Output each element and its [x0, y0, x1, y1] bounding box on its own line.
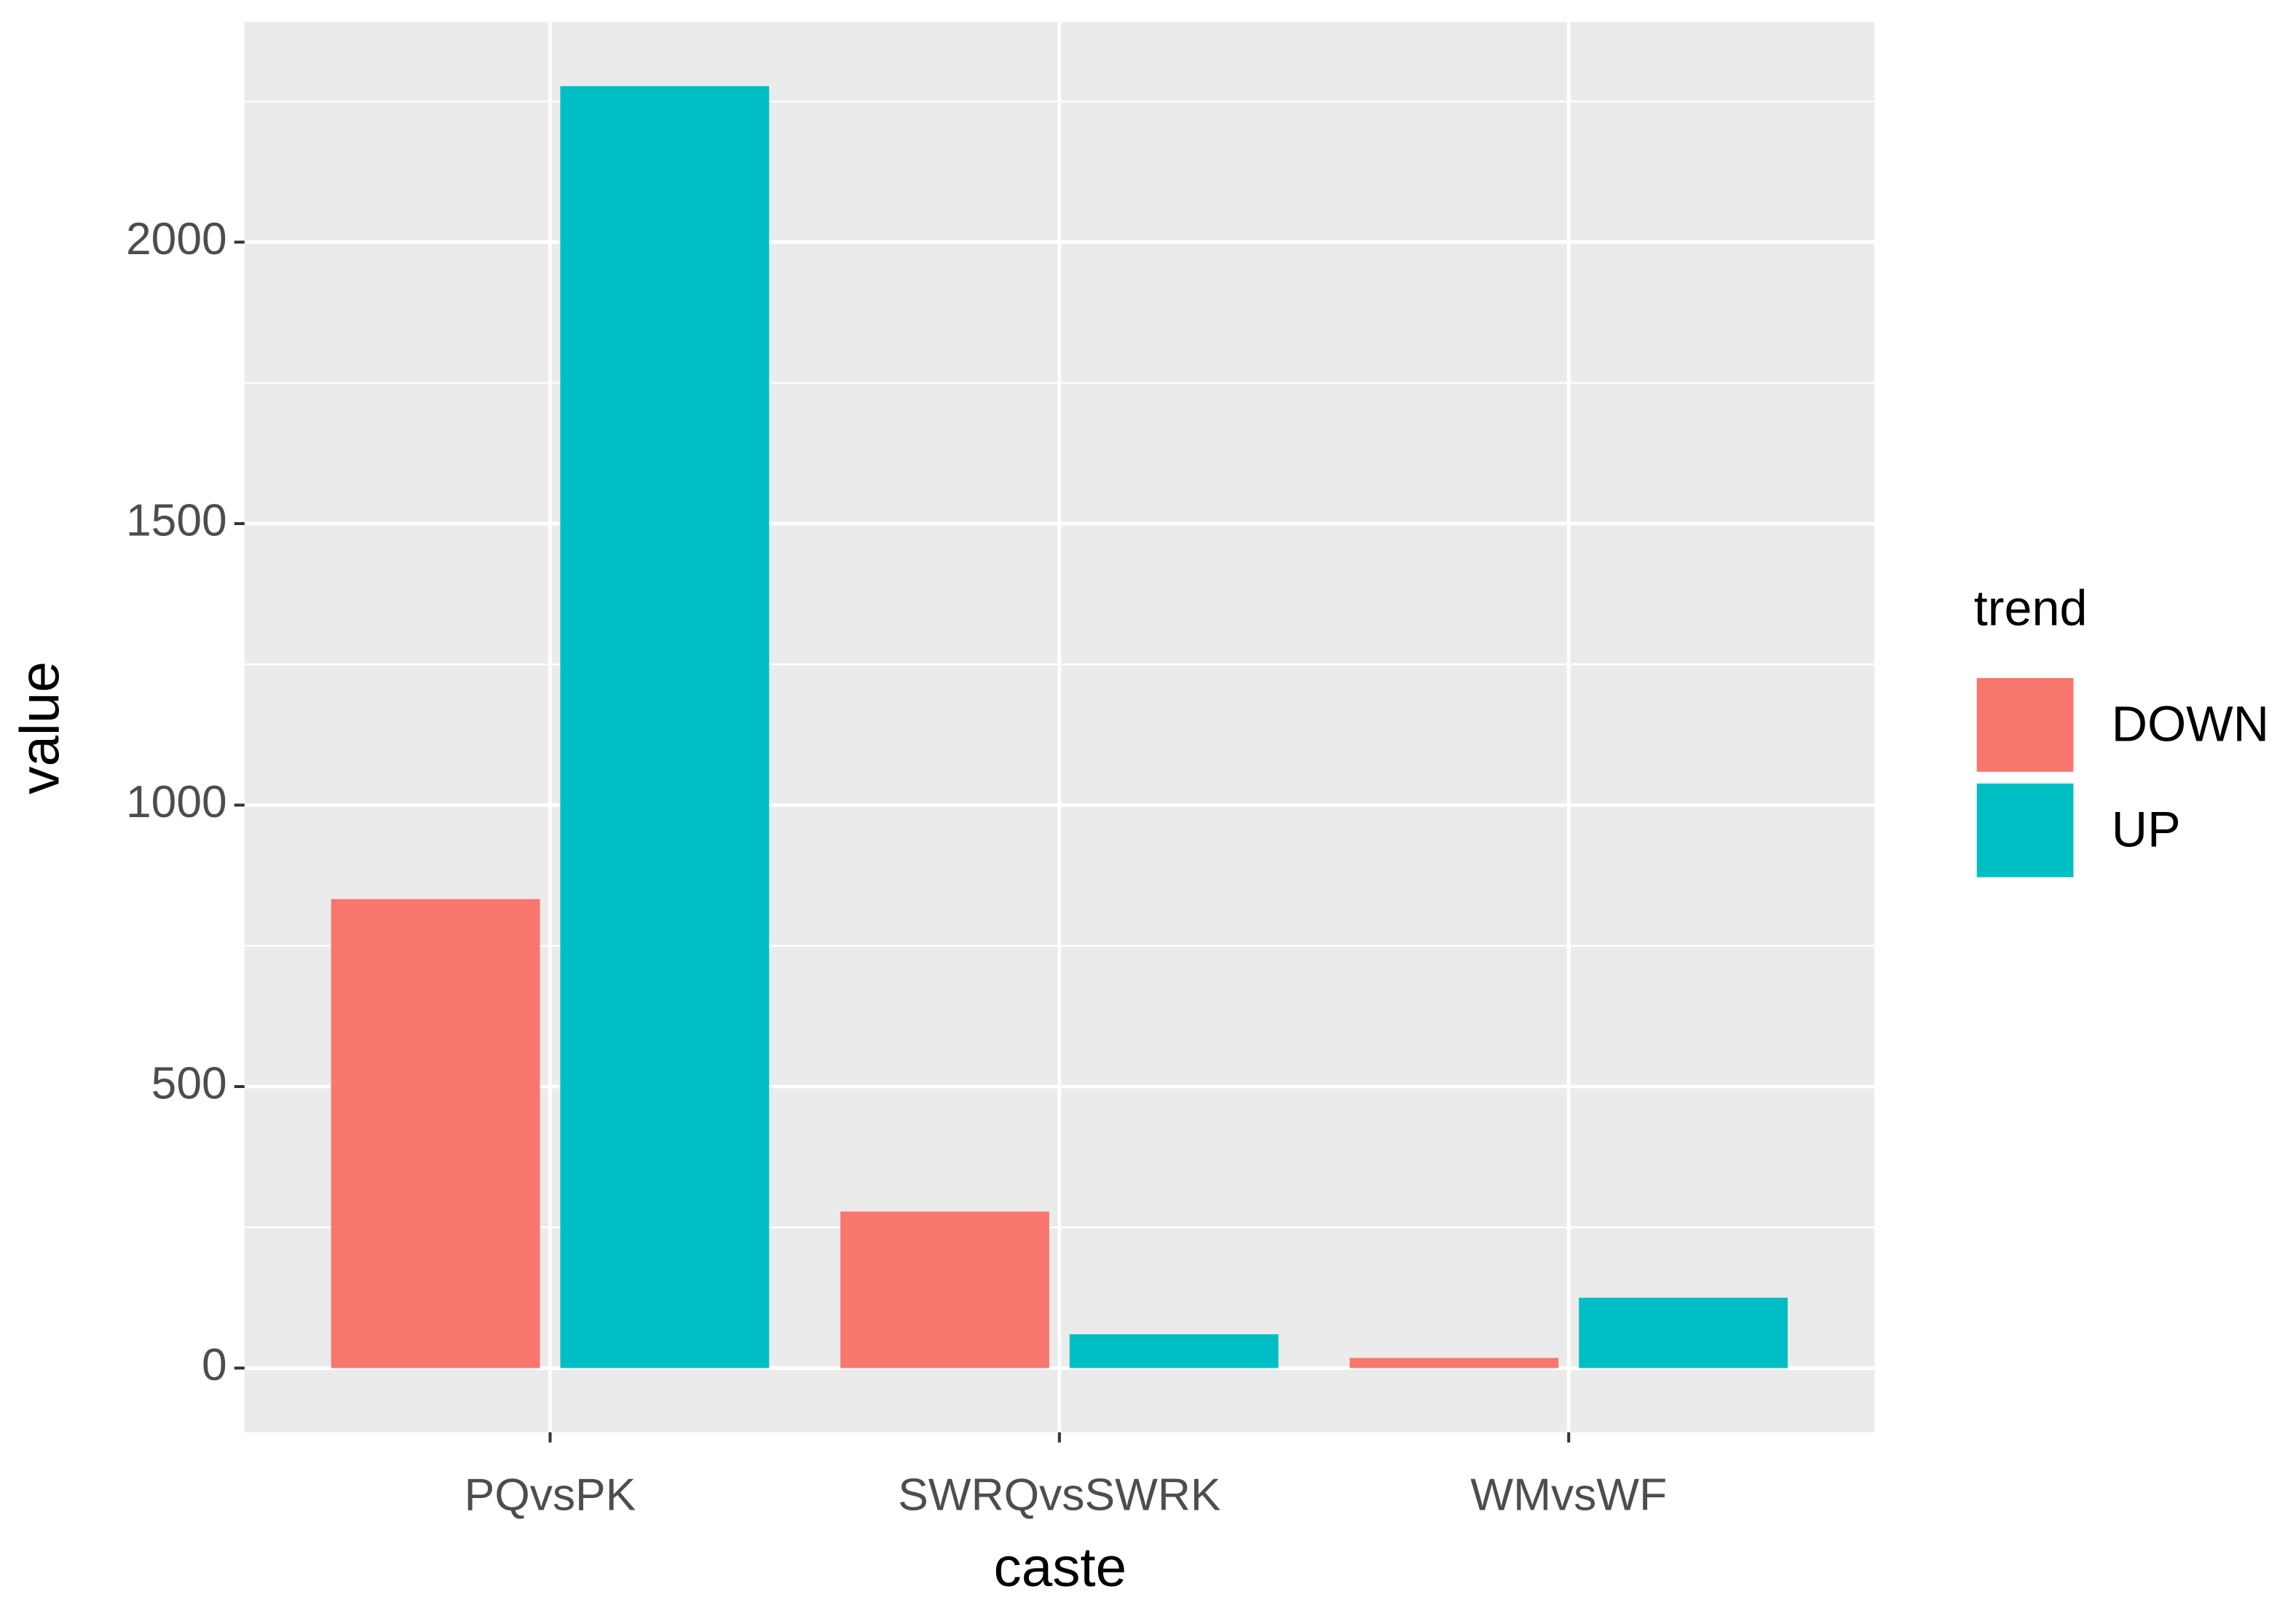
legend-label: UP	[2112, 802, 2181, 857]
bar	[560, 86, 770, 1368]
y-tick-label: 500	[151, 1058, 227, 1108]
bar	[331, 899, 540, 1368]
bar	[1349, 1357, 1559, 1368]
y-tick-label: 1500	[126, 495, 227, 545]
bar	[840, 1211, 1049, 1368]
y-axis-title: value	[9, 661, 71, 795]
y-tick-label: 2000	[126, 214, 227, 264]
bar	[1069, 1334, 1279, 1368]
legend-key	[1973, 780, 2077, 880]
legend-label: DOWN	[2112, 696, 2269, 752]
x-tick-label: WMvsWF	[1470, 1470, 1667, 1521]
bar	[1579, 1297, 1788, 1368]
legend-key	[1973, 675, 2077, 775]
y-tick-label: 0	[202, 1340, 227, 1390]
y-tick-label: 1000	[126, 777, 227, 827]
legend-title: trend	[1974, 581, 2088, 636]
x-tick-label: SWRQvsSWRK	[898, 1470, 1220, 1521]
x-axis-title: caste	[994, 1537, 1127, 1599]
x-tick-label: PQvsPK	[465, 1470, 636, 1521]
